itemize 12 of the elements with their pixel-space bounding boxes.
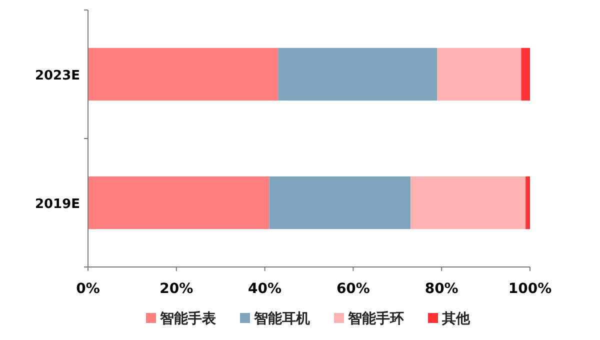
legend-label: 智能手表 xyxy=(159,310,217,327)
legend-label: 其他 xyxy=(441,311,471,327)
x-tick-label: 20% xyxy=(160,281,194,297)
x-tick-label: 40% xyxy=(248,281,282,297)
x-tick-label: 60% xyxy=(336,281,370,297)
y-tick-label: 2023E xyxy=(34,68,80,84)
x-tick-label: 80% xyxy=(424,281,458,297)
legend-label: 智能耳机 xyxy=(253,311,310,327)
x-tick-label: 0% xyxy=(76,281,100,297)
y-tick-label: 2019E xyxy=(34,196,80,212)
x-tick-label: 100% xyxy=(508,281,552,297)
legend-label: 智能手环 xyxy=(347,310,404,327)
